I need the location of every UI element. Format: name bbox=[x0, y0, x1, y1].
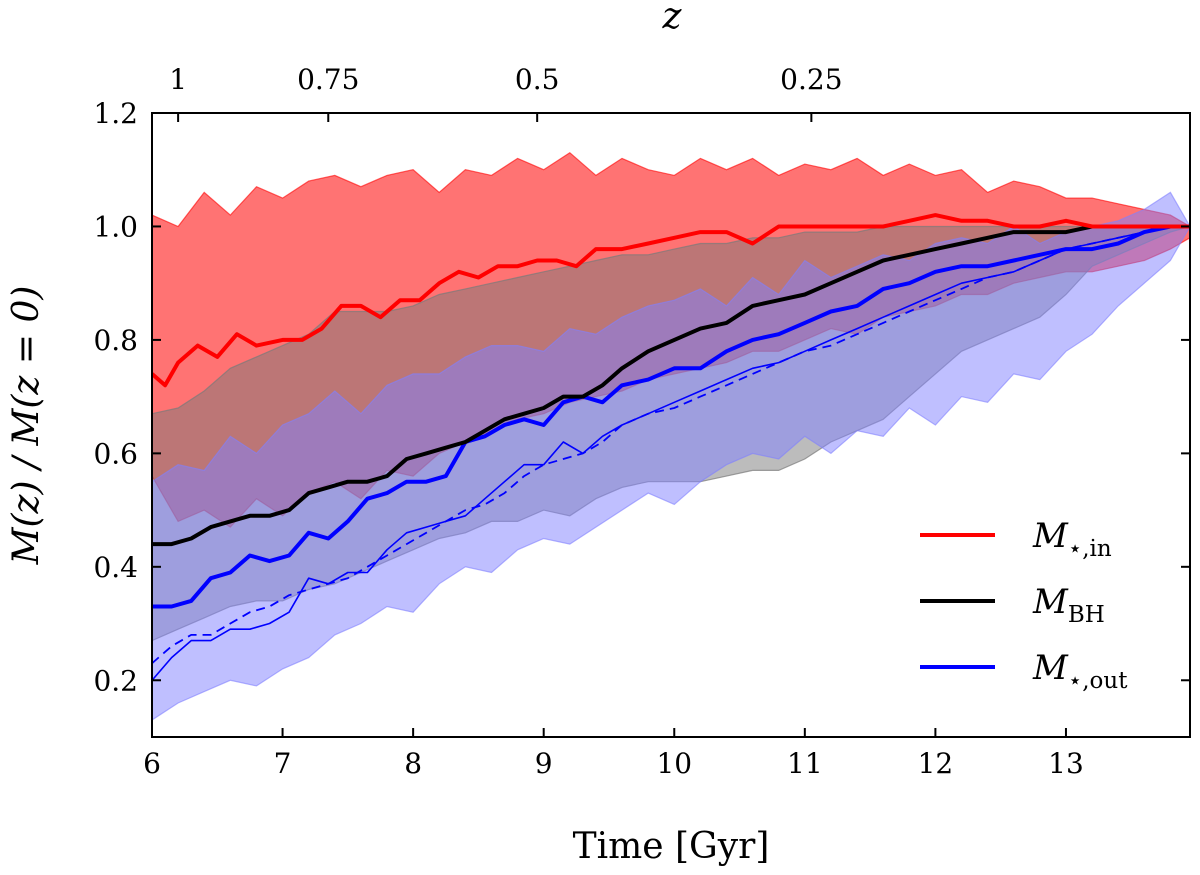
top-tick-label: 1 bbox=[169, 63, 187, 96]
y-tick-label: 1.2 bbox=[93, 97, 138, 130]
y-tick-label: 0.6 bbox=[93, 437, 138, 470]
x-tick-label: 11 bbox=[787, 747, 823, 780]
legend-label: M⋆,out bbox=[1032, 648, 1128, 694]
legend: M⋆,in MBH M⋆,out bbox=[920, 516, 1128, 694]
y-tick-label: 1.0 bbox=[93, 210, 138, 243]
plot-frame bbox=[151, 112, 1191, 738]
top-tick-label: 0.25 bbox=[780, 63, 842, 96]
bh-median-line bbox=[152, 224, 1190, 547]
confidence-bands bbox=[152, 151, 1190, 721]
top-tick-label: 0.5 bbox=[515, 63, 560, 96]
y-tick-label: 0.8 bbox=[93, 324, 138, 357]
x-tick-label: 6 bbox=[143, 747, 161, 780]
x-tick-label: 7 bbox=[274, 747, 292, 780]
x-axis-ticks: 6 7 8 9 10 11 12 13 bbox=[143, 728, 1084, 780]
y-tick-label: 0.4 bbox=[93, 551, 138, 584]
top-axis-label: z bbox=[662, 0, 683, 37]
top-tick-label: 0.75 bbox=[297, 63, 359, 96]
x-tick-label: 9 bbox=[535, 747, 553, 780]
out-median-line bbox=[152, 224, 1190, 609]
legend-label: M⋆,in bbox=[1032, 516, 1112, 562]
legend-label: MBH bbox=[1032, 582, 1105, 628]
x-tick-label: 10 bbox=[656, 747, 692, 780]
x-tick-label: 13 bbox=[1048, 747, 1084, 780]
x-tick-label: 12 bbox=[918, 747, 954, 780]
out-thin-line bbox=[152, 225, 1190, 681]
y-tick-label: 0.2 bbox=[93, 664, 138, 697]
out-band bbox=[152, 191, 1190, 721]
y-axis-ticks: 0.2 0.4 0.6 0.8 1.0 1.2 bbox=[93, 97, 1190, 697]
in-median-line bbox=[152, 213, 1190, 388]
y-axis-label: M(z) / M(z = 0) bbox=[6, 286, 47, 566]
x-tick-label: 8 bbox=[404, 747, 422, 780]
top-axis-ticks: 1 0.75 0.5 0.25 bbox=[169, 63, 843, 122]
x-axis-label: Time [Gyr] bbox=[573, 826, 770, 867]
series-lines bbox=[152, 213, 1190, 681]
